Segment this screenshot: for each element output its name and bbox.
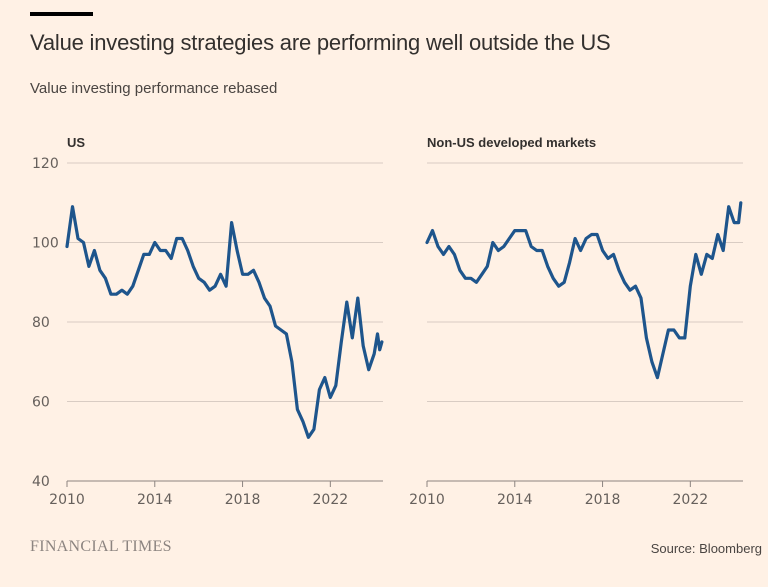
panel-title: US — [67, 135, 85, 150]
x-tick-label: 2010 — [49, 492, 85, 508]
chart-title: Value investing strategies are performin… — [30, 30, 611, 55]
x-tick-label: 2014 — [497, 492, 533, 508]
brand-logo: FINANCIAL TIMES — [30, 538, 172, 555]
series-line-us — [65, 205, 384, 439]
x-tick-label: 2018 — [225, 492, 261, 508]
series-line-non-us — [425, 201, 743, 380]
chart-panel-us: US 40 60 80 100 120 2010 2014 2018 2022 — [32, 135, 384, 508]
y-tick-label: 40 — [32, 474, 50, 490]
header-accent-bar — [30, 12, 93, 16]
x-tick-label: 2014 — [137, 492, 173, 508]
x-tick-label: 2022 — [313, 492, 349, 508]
y-tick-label: 60 — [32, 395, 50, 411]
panel-title: Non-US developed markets — [427, 135, 596, 150]
x-tick-label: 2022 — [673, 492, 709, 508]
x-tick-label: 2018 — [585, 492, 621, 508]
chart-subtitle: Value investing performance rebased — [30, 80, 278, 97]
source-note: Source: Bloomberg — [650, 541, 762, 556]
y-tick-label: 80 — [32, 315, 50, 331]
chart-panel-non-us: Non-US developed markets 2010 2014 2018 2022 — [409, 135, 743, 508]
y-tick-label: 100 — [32, 236, 59, 252]
x-tick-label: 2010 — [409, 492, 445, 508]
y-tick-label: 120 — [32, 156, 59, 172]
